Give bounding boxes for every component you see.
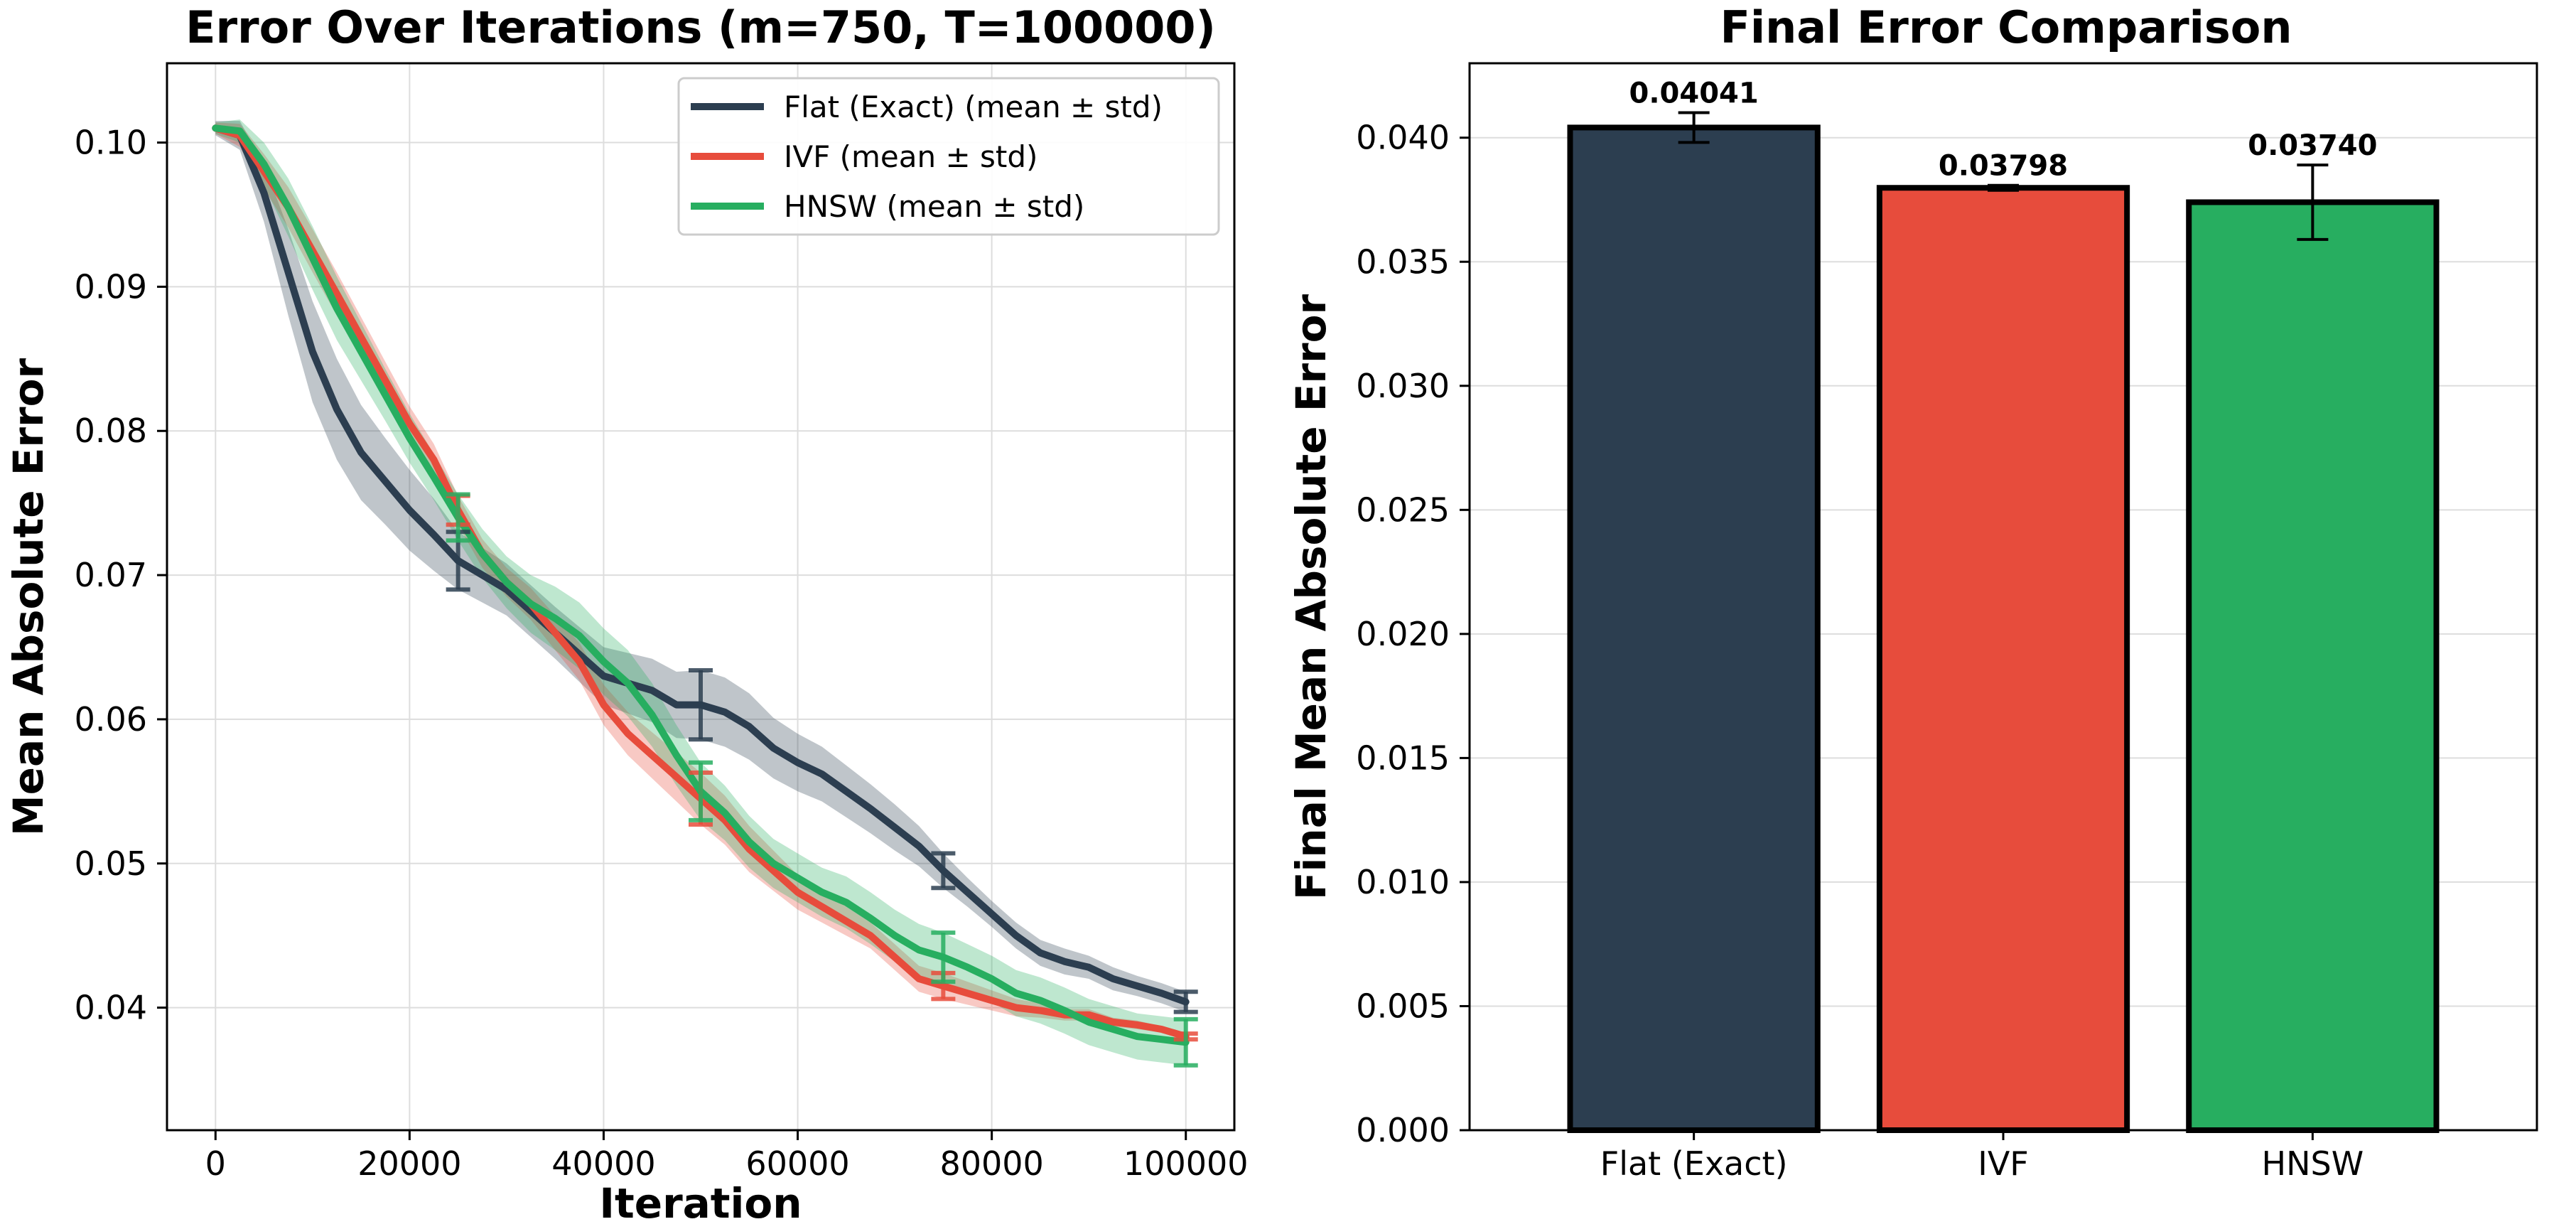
line-x-tick-label: 40000 <box>551 1144 655 1183</box>
bar-flat <box>1567 124 1821 1134</box>
error-bar-flat <box>689 667 713 742</box>
bar-error-bar-flat <box>1678 111 1710 144</box>
bar-value-label-hnsw: 0.03740 <box>2248 129 2377 162</box>
bar-y-tick-label: 0.010 <box>1356 863 1450 901</box>
error-bar-flat <box>1173 989 1198 1014</box>
line-y-tick-label: 0.07 <box>75 556 147 594</box>
line-y-tick-label: 0.05 <box>75 844 147 883</box>
bar-y-axis-label: Final Mean Absolute Error <box>1287 294 1335 901</box>
line-y-tick-label: 0.06 <box>75 700 147 739</box>
bar-category-label-hnsw: HNSW <box>2262 1144 2364 1183</box>
line-x-tick-label: 60000 <box>745 1144 849 1183</box>
line-x-tick-label: 80000 <box>939 1144 1043 1183</box>
legend-label-ivf: IVF (mean ± std) <box>784 139 1038 174</box>
line-plot-frame <box>166 62 1236 1132</box>
line-y-axis-label: Mean Absolute Error <box>4 358 53 837</box>
line-y-ticks: 0.04 0.05 0.06 0.07 0.08 0.09 0.10 <box>75 124 167 1027</box>
bar-y-ticks: 0.000 0.005 0.010 0.015 0.020 0.025 0.030 0.035… <box>1356 119 1470 1149</box>
bar-value-label-flat: 0.04041 <box>1629 77 1759 109</box>
bar-chart: Final Error Comparison 0.040410.037980.0… <box>1287 1 2538 1183</box>
line-chart: Error Over Iterations (m=750, T=100000) … <box>4 1 1249 1228</box>
bar-error-bar-ivf <box>1988 183 2019 192</box>
bar-y-tick-label: 0.040 <box>1356 119 1450 157</box>
line-x-tick-label: 100000 <box>1123 1144 1249 1183</box>
line-y-tick-label: 0.09 <box>75 267 147 306</box>
line-plot-area <box>167 63 1234 1130</box>
line-error-bars <box>446 492 1198 1068</box>
line-x-tick-label: 0 <box>205 1144 226 1183</box>
legend-frame <box>677 77 1220 236</box>
line-x-ticks: 0 20000 40000 60000 80000 100000 <box>205 1130 1249 1183</box>
error-bar-hnsw <box>689 760 713 822</box>
bar-y-tick-label: 0.005 <box>1356 987 1450 1025</box>
bar-ivf <box>1876 185 2130 1133</box>
bar-x-ticks: Flat (Exact) IVF HNSW <box>1600 1130 2364 1183</box>
error-bar-hnsw <box>446 492 470 543</box>
bar-y-tick-label: 0.025 <box>1356 490 1450 529</box>
line-chart-title: Error Over Iterations (m=750, T=100000) <box>185 1 1216 53</box>
bar-category-label-ivf: IVF <box>1978 1144 2029 1183</box>
bar-chart-title: Final Error Comparison <box>1720 1 2292 53</box>
line-y-tick-label: 0.08 <box>75 412 147 450</box>
error-bar-hnsw <box>1173 1016 1198 1068</box>
bars: 0.04041 0.03798 0.03740 <box>1567 77 2440 1134</box>
legend-label-flat: Flat (Exact) (mean ± std) <box>784 90 1163 124</box>
bar-value-label-ivf: 0.03798 <box>1939 150 2068 183</box>
line-y-tick-label: 0.10 <box>75 124 147 162</box>
bar-category-label-flat: Flat (Exact) <box>1600 1144 1788 1183</box>
bar-y-tick-label: 0.035 <box>1356 242 1450 281</box>
legend-label-hnsw: HNSW (mean ± std) <box>784 189 1084 224</box>
line-x-axis-label: Iteration <box>599 1179 802 1228</box>
line-x-tick-label: 20000 <box>357 1144 461 1183</box>
legend: Flat (Exact) (mean ± std) IVF (mean ± st… <box>677 77 1220 236</box>
bar-hnsw <box>2186 199 2440 1133</box>
bar-y-tick-label: 0.030 <box>1356 367 1450 405</box>
bar-error-bar-hnsw <box>2297 163 2329 241</box>
bar-y-tick-label: 0.020 <box>1356 615 1450 653</box>
bar-y-tick-label: 0.015 <box>1356 739 1450 777</box>
line-y-tick-label: 0.04 <box>75 989 147 1027</box>
error-bar-hnsw <box>931 930 956 984</box>
bar-y-tick-label: 0.000 <box>1356 1111 1450 1149</box>
error-bar-flat <box>931 851 956 891</box>
